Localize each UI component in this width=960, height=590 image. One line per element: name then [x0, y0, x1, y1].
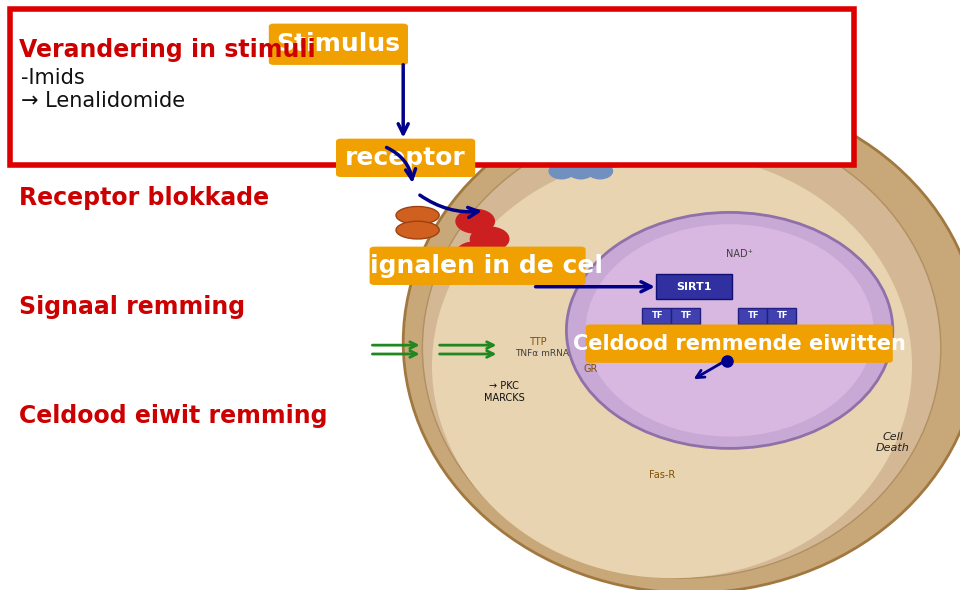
Text: Celdood eiwit remming: Celdood eiwit remming: [19, 404, 327, 428]
Ellipse shape: [403, 91, 960, 590]
Text: TF: TF: [652, 312, 663, 320]
Text: → PKC: → PKC: [489, 382, 519, 391]
Text: Signalen in de cel: Signalen in de cel: [352, 254, 603, 278]
Text: Receptor blokkade: Receptor blokkade: [19, 186, 270, 210]
Text: TF: TF: [748, 312, 759, 320]
FancyBboxPatch shape: [269, 24, 408, 65]
Text: -Imids: -Imids: [21, 68, 84, 88]
Circle shape: [564, 152, 588, 167]
Text: TTP: TTP: [529, 337, 546, 347]
Circle shape: [549, 163, 574, 179]
FancyBboxPatch shape: [336, 139, 475, 177]
FancyBboxPatch shape: [642, 308, 671, 324]
Text: TNFα mRNA: TNFα mRNA: [516, 349, 569, 359]
Circle shape: [602, 152, 627, 167]
Text: TF: TF: [777, 312, 788, 320]
Ellipse shape: [586, 133, 720, 156]
Text: receptor: receptor: [346, 146, 466, 170]
Text: SIRT1: SIRT1: [676, 282, 711, 291]
Text: Stimulus: Stimulus: [276, 32, 400, 56]
Text: MARCKS: MARCKS: [484, 394, 524, 403]
Text: TF: TF: [681, 312, 692, 320]
Ellipse shape: [432, 153, 912, 578]
Ellipse shape: [566, 212, 893, 448]
Text: Signaal remming: Signaal remming: [19, 295, 246, 319]
FancyBboxPatch shape: [564, 106, 597, 136]
FancyBboxPatch shape: [370, 247, 586, 285]
Text: GR: GR: [584, 364, 597, 373]
Ellipse shape: [422, 118, 941, 578]
Text: Verandering in stimuli: Verandering in stimuli: [19, 38, 316, 63]
FancyBboxPatch shape: [656, 274, 732, 299]
Text: NAD⁺: NAD⁺: [726, 249, 753, 258]
FancyBboxPatch shape: [497, 106, 530, 136]
FancyBboxPatch shape: [531, 106, 564, 136]
Ellipse shape: [586, 224, 874, 437]
Ellipse shape: [528, 119, 605, 134]
Circle shape: [456, 209, 494, 233]
Circle shape: [470, 227, 509, 251]
FancyBboxPatch shape: [10, 9, 854, 165]
FancyBboxPatch shape: [464, 106, 496, 136]
Circle shape: [568, 163, 593, 179]
Text: Fas-R: Fas-R: [649, 470, 676, 480]
FancyBboxPatch shape: [767, 308, 796, 324]
Circle shape: [588, 163, 612, 179]
Circle shape: [456, 242, 494, 266]
Text: Ca2+: Ca2+: [477, 100, 512, 113]
FancyBboxPatch shape: [586, 324, 893, 363]
FancyBboxPatch shape: [738, 308, 767, 324]
Text: Celdood remmende eiwitten: Celdood remmende eiwitten: [573, 334, 905, 353]
Ellipse shape: [396, 206, 440, 224]
Text: Cell
Death: Cell Death: [876, 432, 910, 453]
FancyBboxPatch shape: [671, 308, 700, 324]
Circle shape: [583, 152, 608, 167]
Ellipse shape: [470, 130, 528, 142]
Ellipse shape: [396, 221, 440, 239]
Text: → Lenalidomide: → Lenalidomide: [21, 91, 185, 112]
Circle shape: [544, 152, 569, 167]
